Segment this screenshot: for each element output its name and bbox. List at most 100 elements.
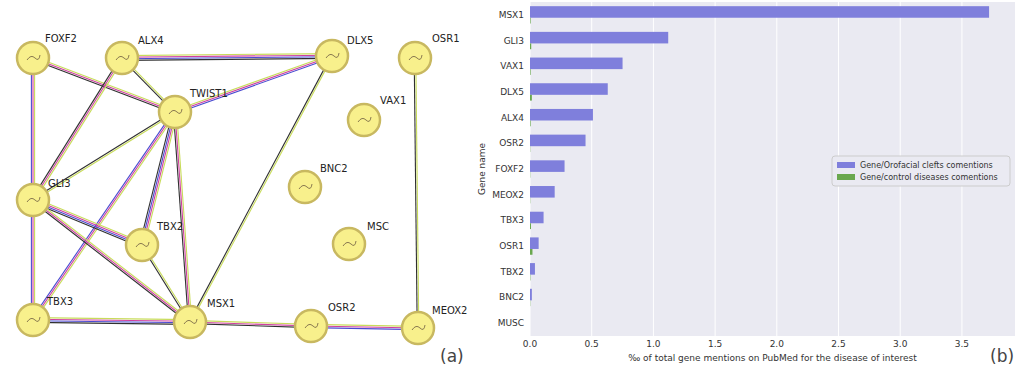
node-icon — [305, 323, 318, 328]
edge-line — [32, 201, 189, 323]
node — [174, 306, 206, 338]
nodes: FOXF2ALX4TWIST1DLX5OSR1VAX1BNC2MSCGLI3TB… — [17, 33, 467, 344]
network: FOXF2ALX4TWIST1DLX5OSR1VAX1BNC2MSCGLI3TB… — [17, 33, 467, 344]
category-label: TBX2 — [499, 267, 524, 277]
grid-line — [715, 2, 716, 336]
edge — [32, 57, 175, 114]
node-label: ALX4 — [138, 35, 164, 46]
bar — [530, 237, 539, 249]
bar — [530, 18, 531, 24]
edge-line — [175, 56, 332, 112]
category-label: DLX5 — [500, 87, 524, 97]
node — [399, 42, 431, 74]
category-label: TBX3 — [499, 215, 524, 225]
node — [348, 104, 380, 136]
grid-line — [653, 2, 654, 336]
bar — [530, 212, 544, 224]
bar — [530, 300, 531, 306]
edge-line — [33, 201, 142, 246]
tick-label: 3.0 — [893, 339, 908, 349]
node-icon — [326, 53, 339, 58]
node — [17, 42, 49, 74]
panel-label: (b) — [990, 346, 1014, 366]
bar — [530, 69, 531, 75]
edge-line — [189, 56, 331, 322]
node-label: VAX1 — [380, 95, 406, 106]
legend-swatch — [837, 162, 855, 168]
bar — [530, 109, 593, 121]
bar — [530, 314, 531, 326]
bar — [530, 172, 531, 178]
node — [333, 228, 365, 260]
edge — [122, 54, 332, 61]
tick-label: 0.5 — [585, 339, 599, 349]
edge — [190, 320, 311, 327]
node-icon — [358, 117, 371, 122]
node — [106, 42, 138, 74]
bar — [530, 121, 531, 127]
category-label: BNC2 — [499, 292, 524, 302]
node-label: DLX5 — [347, 35, 373, 46]
bar — [530, 58, 623, 70]
node-icon — [412, 325, 425, 330]
edge-line — [176, 58, 333, 114]
node — [126, 229, 158, 261]
edge-line — [34, 58, 35, 200]
bar — [530, 83, 608, 95]
grid-line — [776, 2, 777, 336]
node-icon — [27, 55, 40, 60]
edge-line — [122, 58, 332, 60]
node-icon — [299, 184, 312, 189]
category-label: MSX1 — [499, 10, 524, 20]
edge — [32, 199, 191, 324]
category-label: MEOX2 — [492, 190, 524, 200]
bar — [530, 146, 531, 152]
node-icon — [116, 55, 129, 60]
tick-label: 1.0 — [646, 339, 661, 349]
tick-label: 1.5 — [708, 339, 722, 349]
x-axis-label: ‰ of total gene mentions on PubMed for t… — [628, 353, 917, 363]
edges — [31, 54, 418, 330]
edge-line — [175, 112, 190, 322]
edge — [32, 57, 124, 201]
edge — [174, 54, 332, 113]
node-label: MEOX2 — [432, 305, 467, 316]
category-label: GLI3 — [504, 36, 524, 46]
node-label: GLI3 — [48, 178, 71, 189]
bar — [530, 289, 532, 301]
node — [316, 40, 348, 72]
figure: FOXF2ALX4TWIST1DLX5OSR1VAX1BNC2MSCGLI3TB… — [0, 0, 1024, 376]
node — [289, 171, 321, 203]
node-icon — [169, 109, 182, 114]
bar — [530, 198, 531, 204]
legend-label: Gene/Orofacial clefts comentions — [860, 161, 993, 170]
edge-line — [33, 200, 190, 322]
node-icon — [136, 242, 149, 247]
category-label: OSR2 — [499, 138, 524, 148]
node — [402, 312, 434, 344]
legend-label: Gene/control diseases comentions — [860, 173, 998, 182]
edge — [31, 58, 34, 200]
node-icon — [409, 55, 422, 60]
plot-background — [530, 2, 1015, 336]
edge-line — [31, 200, 32, 320]
node-label: OSR1 — [432, 33, 460, 44]
bar — [530, 186, 555, 198]
bar — [530, 249, 532, 255]
edge-line — [33, 58, 175, 112]
legend-swatch — [837, 174, 855, 180]
node-icon — [27, 317, 40, 322]
node — [159, 96, 191, 128]
category-label: ALX4 — [501, 113, 524, 123]
node-label: OSR2 — [328, 302, 356, 313]
category-label: FOXF2 — [495, 164, 524, 174]
edge-line — [31, 58, 32, 200]
node-label: MSC — [367, 221, 389, 232]
node-icon — [27, 197, 40, 202]
edge-line — [177, 112, 192, 322]
grid-line — [591, 2, 592, 336]
bar — [530, 223, 531, 229]
tick-label: 2.0 — [770, 339, 785, 349]
edge-line — [32, 200, 33, 320]
node-label: MSX1 — [207, 298, 235, 309]
